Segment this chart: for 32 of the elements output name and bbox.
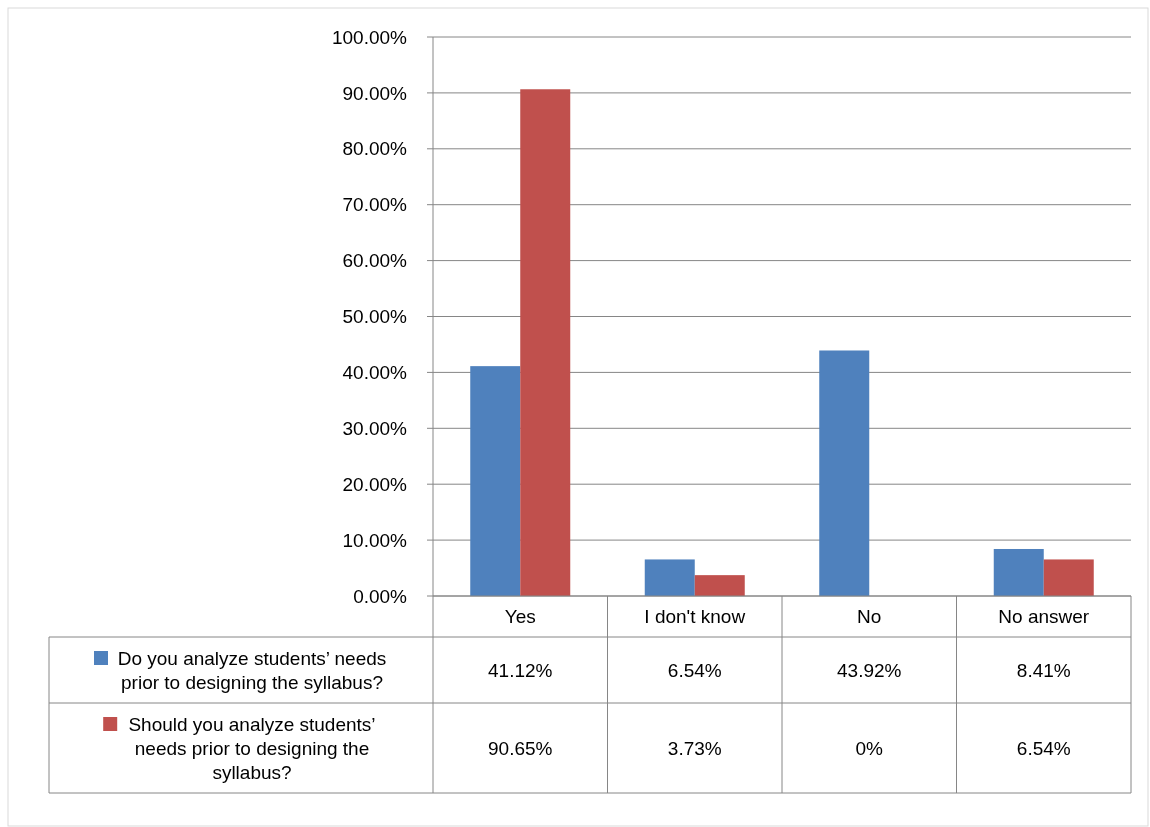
y-tick-label: 50.00%: [342, 306, 408, 328]
y-tick-label: 100.00%: [331, 26, 408, 48]
legend-label: Should you analyze students’ needs prior to designing the syllabus?: [128, 713, 376, 783]
bar: [819, 350, 870, 596]
data-label: 3.73%: [667, 737, 722, 759]
bar: [520, 89, 571, 596]
bar: [644, 559, 695, 596]
data-label: 0%: [855, 737, 884, 759]
y-tick-label: 80.00%: [342, 138, 408, 160]
data-label: 43.92%: [837, 659, 902, 681]
data-label: 6.54%: [667, 659, 722, 681]
legend-label: Do you analyze students’ needs prior to designing the syllabus?: [117, 647, 387, 693]
y-tick-label: 90.00%: [342, 82, 408, 104]
bar: [694, 575, 745, 596]
y-tick-label: 10.00%: [342, 529, 408, 551]
data-label: 8.41%: [1016, 659, 1071, 681]
data-label: 6.54%: [1016, 737, 1071, 759]
x-tick-label: Yes: [504, 606, 536, 628]
y-tick-label: 30.00%: [342, 417, 408, 439]
x-tick-label: No answer: [998, 606, 1090, 628]
x-tick-label: I don't know: [644, 606, 746, 628]
data-label: 41.12%: [488, 659, 553, 681]
y-tick-label: 60.00%: [342, 250, 408, 272]
bar: [1043, 559, 1094, 596]
data-label: 90.65%: [488, 737, 553, 759]
y-tick-label: 70.00%: [342, 194, 408, 216]
y-tick-label: 0.00%: [353, 585, 408, 607]
bar: [993, 548, 1044, 596]
y-tick-label: 20.00%: [342, 473, 408, 495]
y-tick-label: 40.00%: [342, 362, 408, 384]
bar: [470, 366, 521, 596]
x-tick-label: No: [857, 606, 882, 628]
